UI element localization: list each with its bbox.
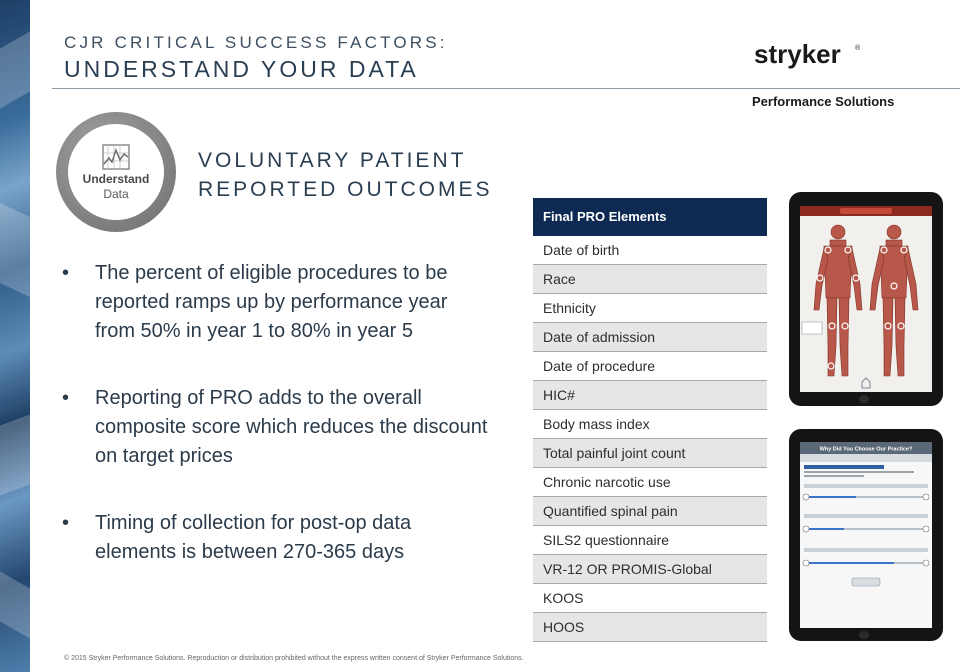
logo-wordmark: stryker — [754, 40, 841, 69]
title-divider — [52, 88, 960, 89]
line-chart-icon — [102, 144, 130, 170]
section-heading-line1: VOLUNTARY PATIENT — [198, 149, 467, 172]
bullet-item: The percent of eligible procedures to be… — [62, 259, 492, 346]
table-row: HIC# — [533, 381, 767, 410]
logo-tagline: Performance Solutions — [752, 94, 895, 109]
body-pain-map-illustration — [800, 206, 932, 389]
badge-label-line2: Data — [103, 187, 129, 201]
bullet-item: Reporting of PRO adds to the overall com… — [62, 384, 492, 471]
slide-title: UNDERSTAND YOUR DATA — [64, 56, 419, 82]
table-row: SILS2 questionnaire — [533, 526, 767, 555]
table-row: HOOS — [533, 613, 767, 642]
pro-elements-table: Final PRO Elements Date of birth Race Et… — [533, 198, 767, 642]
tablet-home-button — [859, 395, 869, 403]
table-row: Ethnicity — [533, 294, 767, 323]
table-row: Quantified spinal pain — [533, 497, 767, 526]
understand-data-badge: Understand Data — [56, 112, 176, 232]
table-row: Race — [533, 265, 767, 294]
table-row: Total painful joint count — [533, 439, 767, 468]
stryker-logo: stryker ® — [754, 40, 861, 69]
badge-label-line1: Understand — [82, 172, 150, 186]
section-heading: VOLUNTARY PATIENT REPORTED OUTCOMES — [198, 146, 492, 204]
survey-title: Why Did You Choose Our Practice? — [820, 447, 913, 453]
copyright-footer: © 2015 Stryker Performance Solutions. Re… — [64, 655, 524, 662]
slide-supertitle: CJR CRITICAL SUCCESS FACTORS: — [64, 33, 448, 52]
table-header: Final PRO Elements — [533, 198, 767, 236]
table-row: Chronic narcotic use — [533, 468, 767, 497]
section-heading-line2: REPORTED OUTCOMES — [198, 178, 493, 201]
table-row: VR-12 OR PROMIS-Global — [533, 555, 767, 584]
survey-screen-illustration: Why Did You Choose Our Practice? — [800, 442, 932, 587]
tablet-body-map-image — [789, 192, 943, 406]
bullet-item: Timing of collection for post-op data el… — [62, 509, 492, 567]
table-row: Date of birth — [533, 236, 767, 265]
tablet-home-button — [859, 631, 869, 639]
table-row: Date of procedure — [533, 352, 767, 381]
logo-registered-mark: ® — [855, 44, 861, 52]
table-row: Date of admission — [533, 323, 767, 352]
decorative-side-strip — [0, 0, 30, 672]
survey-slider-group — [802, 484, 930, 567]
table-row: KOOS — [533, 584, 767, 613]
table-row: Body mass index — [533, 410, 767, 439]
bullet-list: The percent of eligible procedures to be… — [62, 259, 492, 605]
tablet-survey-image: Why Did You Choose Our Practice? — [789, 429, 943, 641]
